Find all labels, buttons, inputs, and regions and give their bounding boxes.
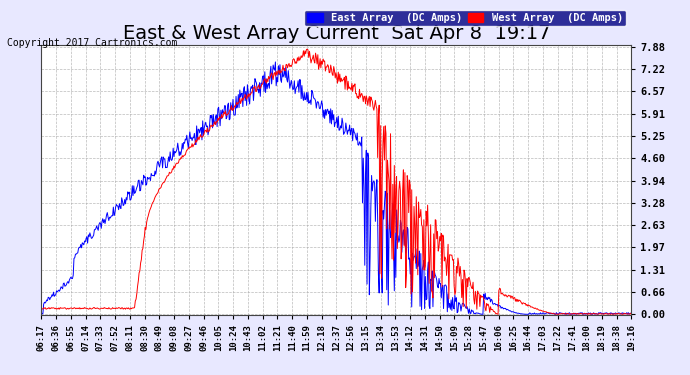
East Array  (DC Amps): [593, 311, 601, 316]
East Array  (DC Amps): [194, 127, 202, 132]
West Array  (DC Amps): [587, 311, 595, 316]
East Array  (DC Amps): [180, 141, 188, 146]
West Array  (DC Amps): [180, 153, 188, 158]
East Array  (DC Amps): [580, 311, 589, 315]
West Array  (DC Amps): [494, 312, 502, 316]
Line: West Array  (DC Amps): West Array (DC Amps): [41, 49, 631, 314]
West Array  (DC Amps): [593, 312, 601, 316]
Legend: East Array  (DC Amps), West Array  (DC Amps): East Array (DC Amps), West Array (DC Amp…: [304, 10, 626, 26]
Text: Copyright 2017 Cartronics.com: Copyright 2017 Cartronics.com: [7, 38, 177, 48]
East Array  (DC Amps): [37, 310, 46, 315]
West Array  (DC Amps): [286, 63, 295, 68]
West Array  (DC Amps): [194, 135, 202, 140]
East Array  (DC Amps): [287, 78, 295, 82]
East Array  (DC Amps): [271, 60, 279, 64]
East Array  (DC Amps): [627, 311, 635, 316]
West Array  (DC Amps): [627, 312, 635, 316]
West Array  (DC Amps): [580, 312, 589, 316]
West Array  (DC Amps): [303, 47, 311, 51]
West Array  (DC Amps): [37, 307, 46, 312]
East Array  (DC Amps): [587, 312, 595, 316]
Title: East & West Array Current  Sat Apr 8  19:17: East & West Array Current Sat Apr 8 19:1…: [123, 24, 550, 44]
Line: East Array  (DC Amps): East Array (DC Amps): [41, 62, 631, 314]
East Array  (DC Amps): [479, 312, 487, 316]
